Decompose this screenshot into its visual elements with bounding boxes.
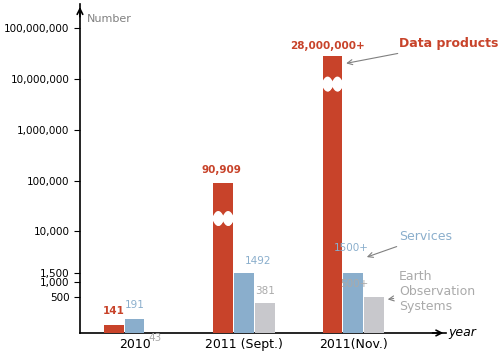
Text: year: year [448,327,476,339]
Text: 500+: 500+ [340,279,368,289]
Text: Earth
Observation
Systems: Earth Observation Systems [389,270,476,313]
Text: 43: 43 [149,333,162,343]
Bar [344,273,363,355]
Bar [125,319,144,355]
Text: 1492: 1492 [245,256,272,266]
Text: 90,909: 90,909 [201,165,241,175]
Text: 141: 141 [103,306,125,316]
Bar [214,183,233,355]
Text: Services: Services [368,230,452,257]
Text: 28,000,000+: 28,000,000+ [290,41,364,51]
Bar [364,297,384,355]
Bar [234,273,254,355]
Text: Data products: Data products [348,37,498,65]
Text: 381: 381 [255,286,274,296]
Bar [104,326,124,355]
Bar [255,304,274,355]
Text: 1500+: 1500+ [334,243,368,253]
Text: 191: 191 [124,300,144,310]
Text: Number: Number [88,14,132,24]
Bar [146,351,165,355]
Bar [322,56,342,355]
